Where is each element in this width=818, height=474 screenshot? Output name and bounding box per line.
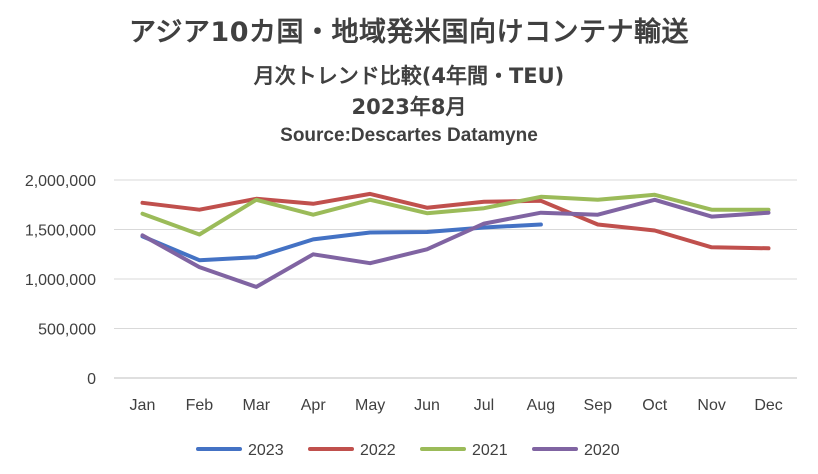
series-line-2020 xyxy=(140,197,771,289)
y-tick-label: 500,000 xyxy=(38,322,96,339)
chart-subtitle: 月次トレンド比較(4年間・TEU) xyxy=(253,64,565,88)
series-lines xyxy=(140,191,771,289)
y-tick-label: 2,000,000 xyxy=(25,173,96,190)
chart-period: 2023年8月 xyxy=(351,95,467,119)
series-line-2022 xyxy=(140,191,771,251)
x-tick-label: Aug xyxy=(527,397,555,414)
x-axis-ticks: Jan Feb Mar Apr May Jun Jul Aug Sep Oct Nov Dec xyxy=(130,397,783,414)
x-tick-label: Jul xyxy=(474,397,494,414)
series-line-2021 xyxy=(140,192,771,237)
x-tick-label: Jun xyxy=(414,397,440,414)
legend-label-2021: 2021 xyxy=(472,442,508,459)
y-tick-label: 1,000,000 xyxy=(25,272,96,289)
legend-label-2022: 2022 xyxy=(360,442,396,459)
x-tick-label: Feb xyxy=(186,397,214,414)
legend-label-2023: 2023 xyxy=(248,442,284,459)
x-tick-label: Sep xyxy=(584,397,613,414)
x-tick-label: Mar xyxy=(243,397,271,414)
x-tick-label: Nov xyxy=(697,397,725,414)
chart-title: アジア10カ国・地域発米国向けコンテナ輸送 xyxy=(129,17,689,48)
x-tick-label: Oct xyxy=(642,397,667,414)
x-tick-label: Dec xyxy=(754,397,782,414)
chart-source: Source:Descartes Datamyne xyxy=(280,125,538,146)
x-tick-label: Apr xyxy=(301,397,327,414)
y-axis-ticks: 0 500,000 1,000,000 1,500,000 2,000,000 xyxy=(25,173,96,388)
x-tick-label: May xyxy=(355,397,385,414)
y-tick-label: 0 xyxy=(87,371,96,388)
legend-label-2020: 2020 xyxy=(584,442,620,459)
legend: 2023 2022 2021 2020 xyxy=(196,442,620,459)
x-tick-label: Jan xyxy=(130,397,156,414)
y-tick-label: 1,500,000 xyxy=(25,223,96,240)
